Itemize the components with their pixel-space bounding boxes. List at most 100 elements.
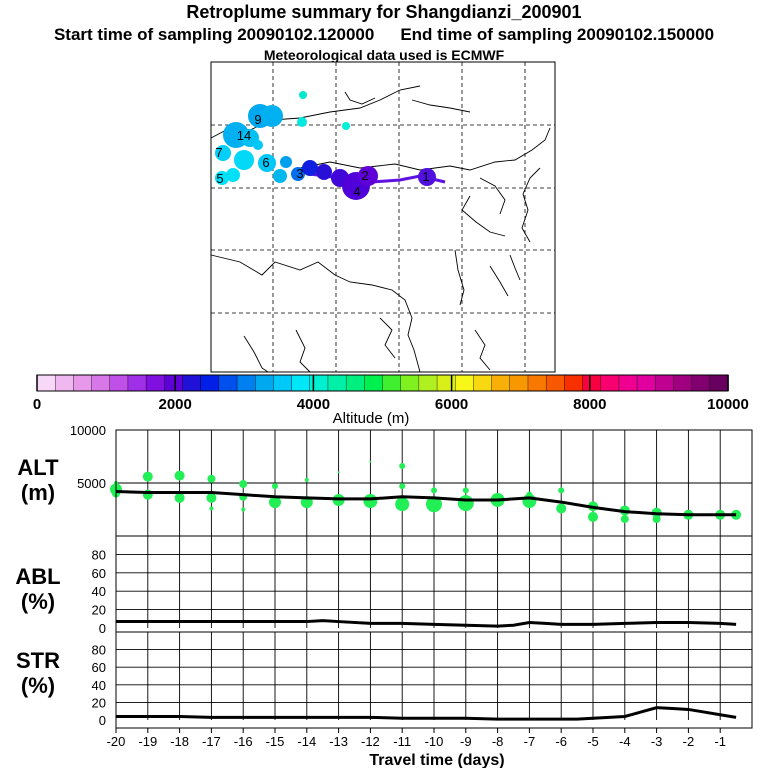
x-tick-label: -19 [138, 734, 157, 749]
alt-point [369, 460, 372, 463]
alt-ylabel-unit: (m) [21, 480, 55, 505]
plume-label: 14 [237, 128, 251, 143]
colorbar-cell [673, 374, 693, 392]
colorbar-tick-label: 0 [33, 396, 41, 413]
colorbar-cell [618, 374, 638, 392]
str-y-tick-label: 20 [92, 695, 106, 710]
alt-point [558, 487, 565, 494]
abl-ylabel: ABL [15, 564, 60, 589]
met-data-label: Meteorological data used is ECMWF [263, 47, 505, 63]
abl-line [116, 619, 737, 628]
colorbar-cell [200, 374, 220, 392]
colorbar-cell [218, 374, 238, 392]
alt-point [241, 507, 246, 512]
x-tick-label: -16 [234, 734, 253, 749]
colorbar-cell [255, 374, 275, 392]
alt-point [239, 480, 248, 489]
colorbar-cell [36, 374, 56, 392]
x-tick-label: -17 [202, 734, 221, 749]
colorbar-cell [327, 374, 347, 392]
abl-ylabel-unit: (%) [21, 589, 55, 614]
chart-title: Retroplume summary for Shangdianzi_20090… [186, 2, 582, 22]
alt-point [399, 483, 406, 490]
colorbar-cell [582, 374, 602, 392]
alt-point [652, 515, 661, 524]
str-ylabel: STR [16, 648, 60, 673]
alt-y-tick-label: 5000 [77, 476, 106, 491]
abl-y-tick-label: 80 [92, 547, 106, 562]
colorbar-cell [54, 374, 75, 392]
alt-point [272, 483, 278, 490]
colorbar-cell [436, 374, 456, 392]
map-panel: 1 2 3 4 5 6 7 914 [210, 61, 556, 373]
plume-label: 2 [361, 168, 368, 183]
x-tick-label: -18 [170, 734, 189, 749]
plume-marker [258, 154, 276, 172]
colorbar-cells [36, 374, 729, 392]
colorbar-cell [145, 374, 165, 392]
plume-marker [316, 164, 332, 180]
abl-y-tick-label: 0 [99, 621, 106, 636]
alt-point [304, 477, 309, 482]
str-panel: STR (%) 0 20 40 60 80 [16, 631, 753, 729]
colorbar-cell [509, 374, 529, 392]
alt-point [462, 487, 469, 494]
x-tick-label: -3 [651, 734, 663, 749]
colorbar-cell [236, 374, 256, 392]
plume-marker [253, 140, 263, 150]
plume-marker [234, 150, 254, 170]
end-time-label: End time of sampling 20090102.150000 [400, 25, 715, 44]
abl-gridlines [115, 536, 752, 628]
colorbar-cell [691, 374, 711, 392]
colorbar-cell [400, 374, 420, 392]
alt-point [269, 496, 281, 509]
plume-marker [261, 105, 283, 127]
abl-y-tick-label: 20 [92, 603, 106, 618]
colorbar-cell [564, 374, 584, 392]
start-time-label: Start time of sampling 20090102.120000 [53, 25, 375, 44]
alt-point [426, 496, 442, 513]
x-tick-label: -1 [714, 734, 726, 749]
alt-point [209, 506, 214, 511]
plume-label: 7 [215, 145, 222, 160]
alt-panel: ALT (m) 5000 10000 [17, 423, 753, 537]
alt-point [431, 487, 437, 494]
str-y-tick-label: 80 [92, 643, 106, 658]
plume-label: 6 [262, 155, 269, 170]
colorbar-cell [418, 374, 438, 392]
plume-marker [342, 122, 350, 130]
colorbar-label: Altitude (m) [333, 410, 410, 427]
x-tick-label: -4 [619, 734, 631, 749]
alt-point [556, 503, 567, 514]
str-y-tick-label: 60 [92, 660, 106, 675]
colorbar-tick-label: 6000 [435, 396, 468, 413]
colorbar-ticks: 0 2000 4000 6000 8000 10000 [33, 375, 749, 413]
alt-point [399, 463, 406, 470]
alt-y-ticks: 5000 10000 [70, 423, 106, 491]
plume-label: 5 [216, 171, 223, 186]
colorbar-cell [291, 374, 311, 392]
str-ylabel-unit: (%) [21, 673, 55, 698]
x-tick-label: -5 [587, 734, 599, 749]
colorbar-cell [364, 374, 384, 392]
colorbar-cell [73, 374, 93, 392]
alt-point [174, 470, 185, 481]
colorbar-cell [600, 374, 620, 392]
alt-point [206, 492, 217, 503]
x-tick-label: -6 [555, 734, 567, 749]
colorbar-cell [182, 374, 202, 392]
colorbar-tick-label: 8000 [573, 396, 606, 413]
x-tick-label: -10 [425, 734, 444, 749]
alt-point [457, 495, 474, 512]
plume-marker [358, 166, 378, 186]
plume-label: 1 [422, 169, 429, 184]
colorbar-cell [455, 374, 475, 392]
plume-markers [215, 91, 446, 200]
colorbar-cell [345, 374, 366, 392]
abl-y-tick-label: 60 [92, 566, 106, 581]
plume-marker [291, 167, 305, 181]
alt-point [174, 492, 185, 503]
alt-point [337, 471, 340, 474]
colorbar-cell [527, 374, 547, 392]
alt-ylabel: ALT [17, 455, 59, 480]
